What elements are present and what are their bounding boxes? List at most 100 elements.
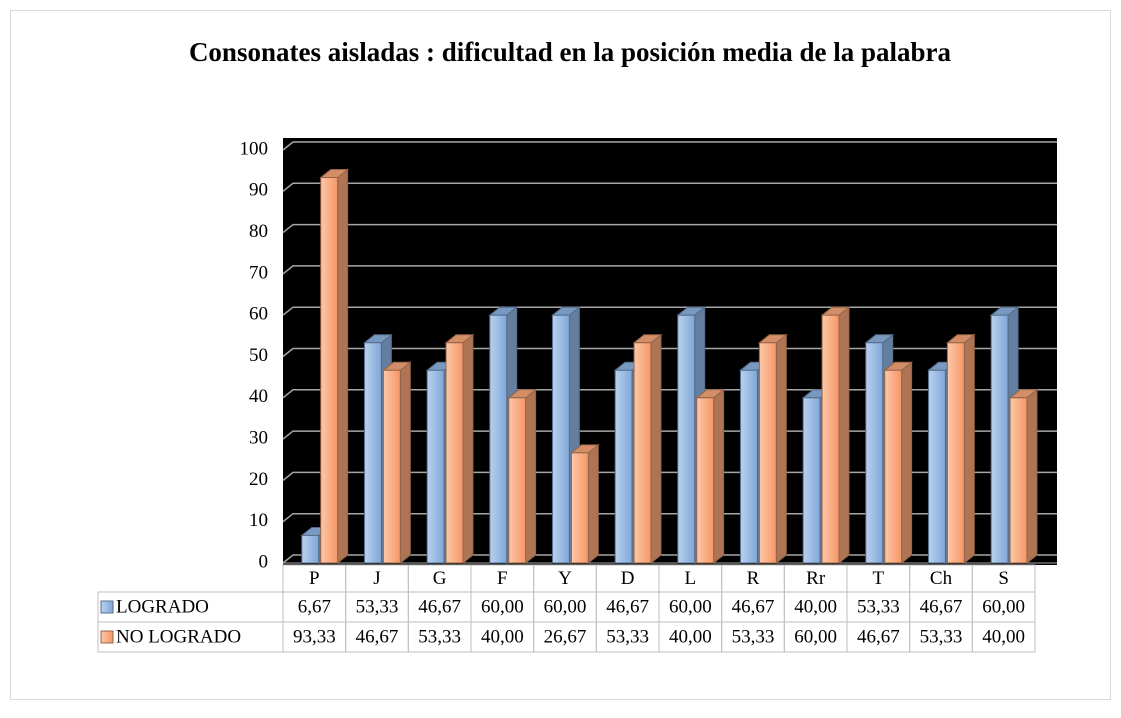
data-label: 60,00 — [669, 596, 712, 617]
grid-line — [282, 471, 1057, 481]
grid-line — [282, 512, 1057, 523]
x-tick-label: L — [685, 568, 697, 589]
x-tick-label: T — [873, 568, 885, 589]
x-tick-label: Rr — [806, 568, 826, 589]
bar-front — [821, 314, 840, 564]
x-tick-label: J — [373, 568, 380, 589]
bar — [1008, 388, 1039, 565]
x-tick-label: D — [621, 568, 635, 589]
grid-line — [282, 347, 1057, 358]
bar-front — [633, 342, 652, 564]
y-tick-label: 70 — [249, 262, 268, 283]
table-cell — [971, 621, 1036, 653]
data-label: 46,67 — [920, 596, 963, 617]
data-label: 40,00 — [982, 626, 1025, 647]
y-tick-label: 100 — [240, 138, 269, 159]
bar-side — [462, 333, 474, 565]
x-tick-label: Ch — [930, 568, 953, 589]
bar — [444, 333, 475, 565]
x-tick-label: Y — [558, 568, 572, 589]
bar-side — [525, 388, 537, 565]
data-label: 40,00 — [481, 626, 524, 647]
y-tick-label: 20 — [249, 469, 268, 490]
bar-side — [775, 333, 787, 565]
bar-side — [650, 333, 662, 565]
x-tick-label: R — [747, 568, 760, 589]
y-tick-label: 90 — [249, 180, 268, 201]
bar-side — [838, 306, 850, 565]
grid-line — [282, 430, 1057, 440]
bar-front — [865, 342, 884, 564]
bar-side — [901, 361, 913, 565]
data-label: 46,67 — [857, 626, 900, 647]
bar — [945, 333, 976, 565]
grid-line — [282, 306, 1057, 316]
legend-label: LOGRADO — [116, 596, 209, 617]
bar-front — [677, 314, 696, 564]
bar-front — [990, 314, 1009, 564]
y-tick-label: 80 — [249, 221, 268, 242]
data-label: 53,33 — [356, 596, 399, 617]
data-label: 40,00 — [794, 596, 837, 617]
bar-side — [399, 361, 411, 565]
data-label: 60,00 — [794, 626, 837, 647]
bar-front — [489, 314, 508, 564]
bar-front — [946, 342, 965, 564]
y-tick-label: 50 — [249, 345, 268, 366]
data-label: 60,00 — [544, 596, 587, 617]
bar-front — [382, 369, 401, 564]
bar-front — [1009, 397, 1028, 564]
bar-front — [884, 369, 903, 564]
bar-front — [802, 397, 821, 564]
bar-front — [301, 534, 320, 564]
bar — [883, 361, 914, 565]
data-label: 26,67 — [544, 626, 587, 647]
legend-label: NO LOGRADO — [116, 626, 241, 647]
bar-front — [445, 342, 464, 564]
legend-swatch — [100, 600, 114, 614]
bar — [632, 333, 663, 565]
data-label: 53,33 — [606, 626, 649, 647]
bar-front — [508, 397, 527, 564]
bar-front — [758, 342, 777, 564]
bar-side — [963, 333, 975, 565]
bar-front — [426, 369, 445, 564]
bar-front — [551, 314, 570, 564]
y-tick-label: 10 — [249, 510, 268, 531]
x-tick-label: G — [433, 568, 447, 589]
data-label: 53,33 — [732, 626, 775, 647]
y-tick-label: 30 — [249, 427, 268, 448]
y-tick-label: 60 — [249, 304, 268, 325]
data-label: 6,67 — [298, 596, 331, 617]
bar — [381, 361, 412, 565]
grid-line — [282, 554, 1057, 564]
bar — [507, 388, 538, 565]
bar — [319, 168, 350, 565]
data-label: 53,33 — [920, 626, 963, 647]
chart-title: Consonates aisladas : dificultad en la p… — [188, 37, 952, 67]
bar — [757, 333, 788, 565]
data-label: 60,00 — [982, 596, 1025, 617]
data-label: 46,67 — [606, 596, 649, 617]
x-tick-label: P — [309, 568, 320, 589]
bar-front — [696, 397, 715, 564]
bar — [569, 443, 600, 565]
bar-side — [587, 443, 599, 565]
data-label: 46,67 — [418, 596, 461, 617]
data-label: 40,00 — [669, 626, 712, 647]
legend-swatch — [100, 630, 114, 644]
bar-front — [570, 452, 589, 564]
bar-front — [739, 369, 758, 564]
bar-side — [1026, 388, 1038, 565]
x-tick-label: S — [998, 568, 1009, 589]
bar-front — [320, 177, 339, 564]
grid-line — [282, 182, 1057, 192]
bar — [820, 306, 851, 565]
data-label: 46,67 — [732, 596, 775, 617]
data-label: 93,33 — [293, 626, 336, 647]
bar-front — [614, 369, 633, 564]
grid-line — [282, 141, 1057, 151]
bar-side — [337, 168, 349, 565]
